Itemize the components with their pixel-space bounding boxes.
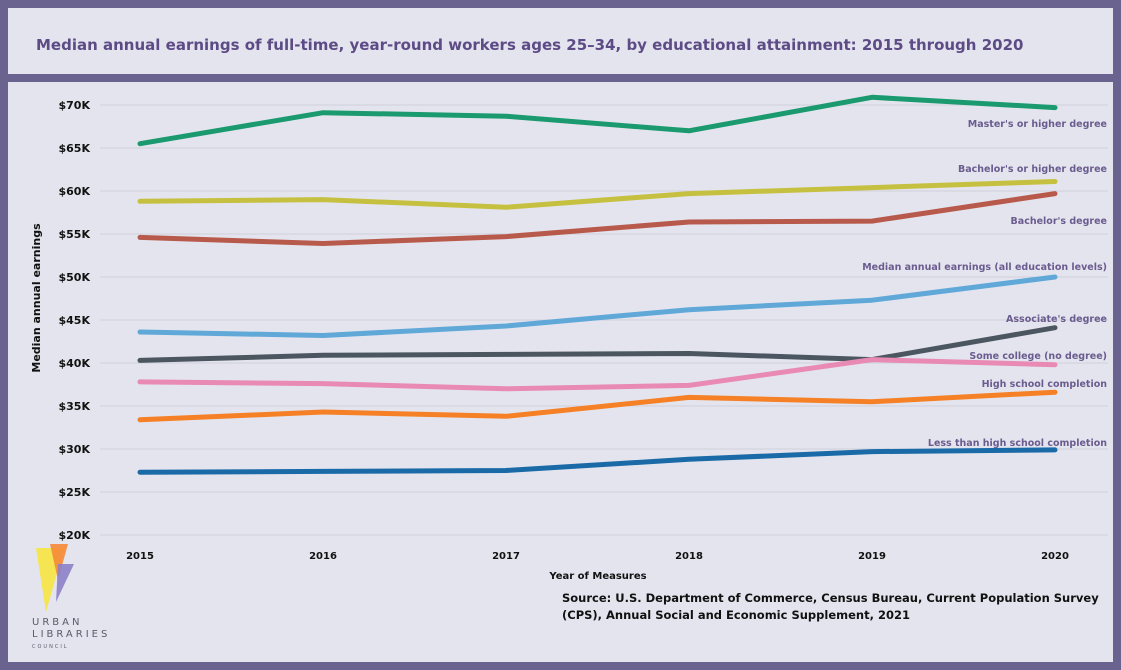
source-note: Source: U.S. Department of Commerce, Cen… — [562, 591, 1099, 622]
x-tick-label: 2019 — [858, 551, 886, 562]
y-tick-label: $70K — [59, 99, 91, 112]
x-tick-label: 2018 — [675, 551, 703, 562]
series-label: High school completion — [982, 379, 1108, 390]
series-line — [137, 357, 1058, 392]
series-line — [137, 325, 1058, 363]
chart-title: Median annual earnings of full-time, yea… — [36, 36, 1024, 54]
series-line — [137, 274, 1058, 338]
y-tick-label: $45K — [59, 314, 91, 327]
x-tick-label: 2020 — [1041, 551, 1069, 562]
y-tick-label: $40K — [59, 357, 91, 370]
y-tick-label: $65K — [59, 142, 91, 155]
title-bar: Median annual earnings of full-time, yea… — [8, 8, 1113, 82]
series-label: Associate's degree — [1006, 314, 1107, 325]
urban-libraries-council-logo — [28, 540, 118, 660]
logo-line-2: LIBRARIES — [32, 629, 111, 640]
series-label: Less than high school completion — [928, 438, 1107, 449]
series-label: Master's or higher degree — [968, 119, 1107, 130]
series-label: Bachelor's degree — [1011, 216, 1107, 227]
x-tick-label: 2016 — [309, 551, 337, 562]
series-label: Median annual earnings (all education le… — [862, 262, 1107, 273]
series-label: Some college (no degree) — [969, 351, 1107, 362]
series-line — [137, 179, 1058, 210]
y-tick-label: $30K — [59, 443, 91, 456]
y-tick-label: $60K — [59, 185, 91, 198]
y-tick-label: $50K — [59, 271, 91, 284]
series-line — [137, 447, 1058, 475]
logo-line-1: URBAN — [32, 617, 83, 628]
x-tick-label: 2015 — [126, 551, 154, 562]
y-tick-label: $20K — [59, 529, 91, 542]
series-line — [137, 191, 1058, 246]
y-axis-label: Median annual earnings — [30, 223, 43, 373]
y-tick-label: $55K — [59, 228, 91, 241]
y-tick-label: $35K — [59, 400, 91, 413]
series-label: Bachelor's or higher degree — [958, 164, 1107, 175]
x-axis-label: Year of Measures — [548, 571, 646, 582]
logo-wordmark: URBAN LIBRARIES COUNCIL — [32, 617, 110, 653]
x-tick-label: 2017 — [492, 551, 520, 562]
series-line — [137, 94, 1058, 147]
logo-line-3: COUNCIL — [32, 644, 69, 650]
y-tick-label: $25K — [59, 486, 91, 499]
series-line — [137, 389, 1058, 423]
